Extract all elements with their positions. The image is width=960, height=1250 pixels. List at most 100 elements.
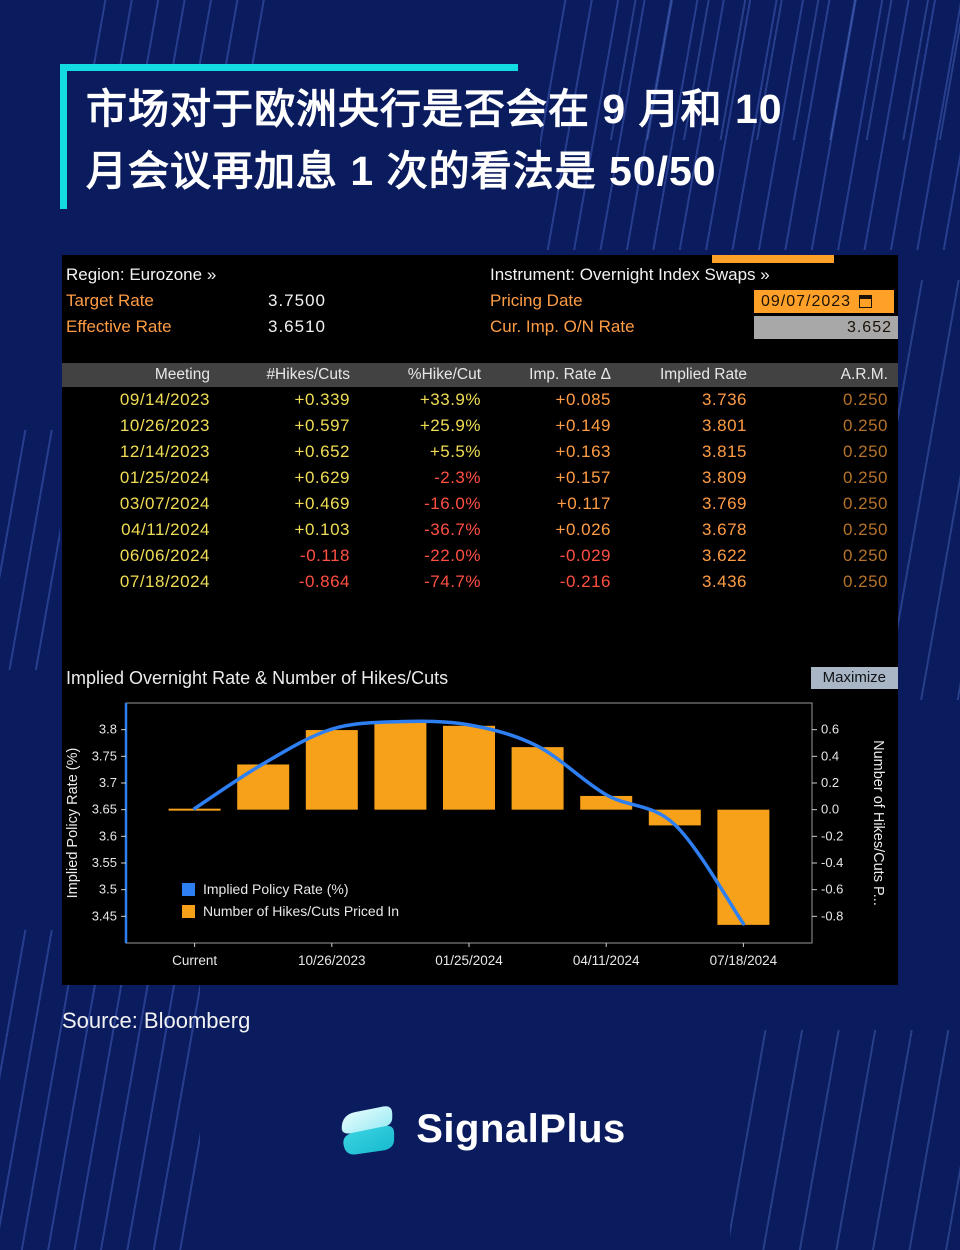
chart-header: Implied Overnight Rate & Number of Hikes…: [62, 665, 898, 691]
table-cell: +0.339: [294, 390, 350, 409]
cur-imp-rate-label: Cur. Imp. O/N Rate: [490, 317, 635, 336]
table-cell: -74.7%: [424, 572, 481, 591]
table-cell: +0.117: [556, 494, 611, 513]
table-cell: 03/07/2024: [119, 494, 210, 513]
legend-swatch-bar: [182, 905, 195, 918]
svg-text:3.7: 3.7: [99, 775, 117, 790]
title-accent-line-horizontal: [62, 64, 518, 71]
svg-text:01/25/2024: 01/25/2024: [435, 953, 503, 968]
table-cell: 3.769: [701, 494, 747, 513]
svg-text:3.8: 3.8: [99, 722, 117, 737]
left-axis: 3.45 3.5 3.55 3.6 3.65 3.7 3.75 3.8: [92, 722, 126, 923]
table-cell: 0.250: [842, 494, 888, 513]
table-cell: 3.436: [701, 572, 747, 591]
bar: [305, 730, 358, 810]
table-header-cell: #Hikes/Cuts: [266, 366, 350, 383]
decorative-streaks: [0, 430, 60, 670]
svg-text:-0.2: -0.2: [821, 828, 843, 843]
table-cell: -0.216: [559, 572, 611, 591]
table-cell: 3.801: [701, 416, 747, 435]
svg-text:3.6: 3.6: [99, 828, 117, 843]
table-row[interactable]: 01/25/2024 +0.629 -2.3% +0.157 3.809 0.250: [62, 465, 898, 491]
table-header-cell: A.R.M.: [840, 366, 888, 383]
svg-text:Number of Hikes/Cuts Priced In: Number of Hikes/Cuts Priced In: [203, 903, 399, 919]
cutoff-field-strip: [712, 255, 834, 263]
svg-text:3.75: 3.75: [92, 748, 117, 763]
table-cell: 3.736: [701, 390, 747, 409]
pricing-date-field[interactable]: 09/07/2023: [754, 290, 894, 313]
table-header-cell: %Hike/Cut: [407, 366, 481, 383]
maximize-button[interactable]: Maximize: [810, 667, 898, 689]
chart-legend: Implied Policy Rate (%) Number of Hikes/C…: [182, 881, 399, 919]
bar: [443, 725, 495, 810]
calendar-icon[interactable]: [859, 295, 873, 308]
table-cell: -22.0%: [424, 546, 481, 565]
table-cell: 06/06/2024: [119, 546, 210, 565]
svg-text:07/18/2024: 07/18/2024: [710, 953, 778, 968]
chart-title: Implied Overnight Rate & Number of Hikes…: [66, 667, 449, 688]
table-row[interactable]: 04/11/2024 +0.103 -36.7% +0.026 3.678 0.250: [62, 517, 898, 543]
svg-text:-0.6: -0.6: [821, 882, 843, 897]
page-title: 市场对于欧洲央行是否会在 9 月和 10 月会议再加息 1 次的看法是 50/5…: [86, 78, 916, 202]
table-cell: +0.026: [555, 520, 611, 539]
table-cell: +0.149: [555, 416, 611, 435]
table-cell: +0.103: [294, 520, 350, 539]
bar: [237, 764, 290, 810]
table-cell: -0.118: [300, 546, 350, 565]
effective-rate-label: Effective Rate: [66, 317, 172, 336]
table-row[interactable]: 12/14/2023 +0.652 +5.5% +0.163 3.815 0.250: [62, 439, 898, 465]
svg-text:-0.4: -0.4: [821, 855, 843, 870]
bloomberg-terminal: Region: Eurozone » Instrument: Overnight…: [62, 255, 898, 985]
table-cell: 0.250: [842, 520, 888, 539]
svg-text:0.6: 0.6: [821, 722, 839, 737]
table-cell: 0.250: [842, 468, 888, 487]
source-credit: Source: Bloomberg: [62, 1008, 251, 1033]
bar: [374, 722, 427, 810]
svg-text:04/11/2024: 04/11/2024: [573, 953, 640, 968]
svg-text:10/26/2023: 10/26/2023: [298, 953, 366, 968]
table-row[interactable]: 10/26/2023 +0.597 +25.9% +0.149 3.801 0.250: [62, 413, 898, 439]
table-cell: 0.250: [842, 390, 888, 409]
svg-text:0.2: 0.2: [821, 775, 839, 790]
table-row[interactable]: 03/07/2024 +0.469 -16.0% +0.117 3.769 0.250: [62, 491, 898, 517]
decorative-streaks: [80, 0, 270, 70]
svg-text:0.0: 0.0: [821, 802, 839, 817]
svg-text:3.55: 3.55: [92, 855, 117, 870]
table-cell: 0.250: [842, 546, 888, 565]
cur-imp-rate-value: 3.652: [846, 318, 892, 336]
table-row[interactable]: 07/18/2024 -0.864 -74.7% -0.216 3.436 0.250: [62, 569, 898, 595]
signalplus-logo: [341, 1106, 395, 1155]
table-cell: +0.085: [555, 390, 611, 409]
table-cell: 0.250: [842, 416, 888, 435]
effective-rate-value: 3.6510: [268, 317, 326, 336]
table-cell: -2.3%: [434, 468, 481, 487]
table-cell: 07/18/2024: [119, 572, 210, 591]
table-cell: 09/14/2023: [119, 390, 210, 409]
svg-text:Current: Current: [172, 953, 217, 968]
meetings-table: Meeting #Hikes/Cuts %Hike/Cut Imp. Rate Δ Im…: [62, 363, 898, 595]
brand-footer: SignalPlus: [0, 1100, 960, 1158]
table-header-row: Meeting #Hikes/Cuts %Hike/Cut Imp. Rate Δ Im…: [62, 363, 898, 387]
left-axis-title: Implied Policy Rate (%): [65, 748, 81, 899]
terminal-header: Region: Eurozone » Instrument: Overnight…: [62, 255, 898, 341]
table-cell: 0.250: [842, 442, 888, 461]
table-row[interactable]: 09/14/2023 +0.339 +33.9% +0.085 3.736 0.250: [62, 387, 898, 413]
table-header-cell: Implied Rate: [659, 366, 747, 383]
table-cell: +5.5%: [429, 442, 481, 461]
table-cell: 12/14/2023: [119, 442, 210, 461]
page-title-line2: 月会议再加息 1 次的看法是 50/50: [86, 148, 717, 194]
svg-text:3.65: 3.65: [92, 802, 117, 817]
table-cell: 10/26/2023: [119, 416, 210, 435]
svg-text:3.5: 3.5: [99, 882, 117, 897]
pricing-date-value: 09/07/2023: [761, 292, 852, 310]
table-cell: +0.629: [294, 468, 350, 487]
table-cell: +25.9%: [419, 416, 481, 435]
table-cell: 01/25/2024: [119, 468, 210, 487]
region-selector[interactable]: Region: Eurozone »: [66, 265, 217, 284]
instrument-selector[interactable]: Instrument: Overnight Index Swaps »: [490, 265, 770, 284]
table-row[interactable]: 06/06/2024 -0.118 -22.0% -0.029 3.622 0.250: [62, 543, 898, 569]
table-cell: -0.029: [559, 546, 611, 565]
table-cell: +0.652: [294, 442, 350, 461]
table-cell: 04/11/2024: [121, 520, 210, 539]
